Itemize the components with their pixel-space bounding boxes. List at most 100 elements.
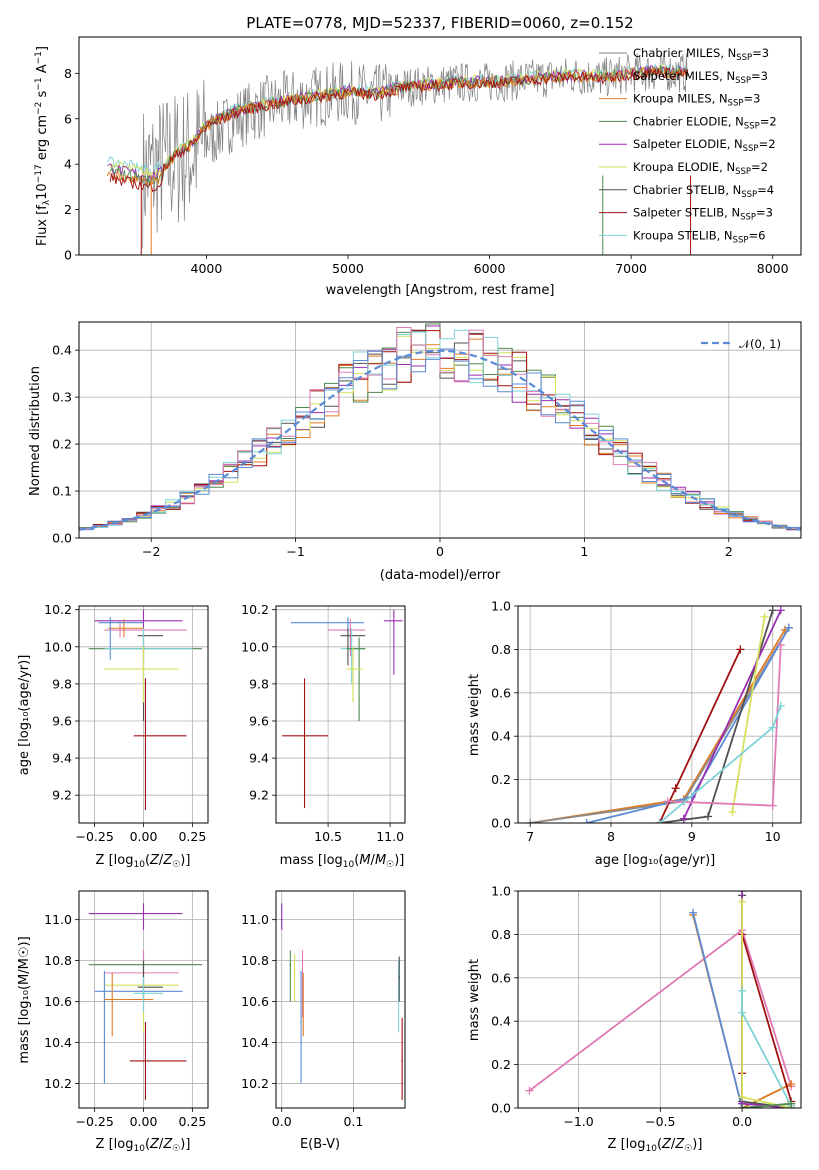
mass-vs-Z-panel: −0.25 0.00 0.25 10.2 10.4 10.6 10.8 11.0 bbox=[44, 890, 209, 1129]
spectrum-model-line bbox=[109, 66, 689, 193]
data-point bbox=[352, 668, 354, 670]
plot-area bbox=[79, 323, 801, 531]
x-tick-label: 1 bbox=[580, 544, 588, 559]
plot-area bbox=[526, 606, 793, 823]
wage-ylabel: mass weight bbox=[467, 674, 482, 756]
data-point bbox=[393, 620, 395, 622]
legend-entry: Chabrier STELIB, NSSP=4 bbox=[633, 183, 774, 200]
data-point bbox=[347, 634, 349, 637]
y-tick-label: 9.6 bbox=[249, 713, 269, 728]
y-tick-label: 4 bbox=[64, 157, 72, 172]
plot-area bbox=[280, 903, 403, 1100]
y-tick-label: 0.4 bbox=[491, 729, 511, 744]
x-tick-label: 0.00 bbox=[130, 1114, 158, 1129]
massZ-ylabel: mass [log₁₀(M/M☉)] bbox=[17, 936, 32, 1063]
x-tick-label: 0.00 bbox=[130, 829, 158, 844]
y-tick-label: 10.2 bbox=[44, 602, 72, 617]
legend-entry: Kroupa STELIB, NSSP=6 bbox=[633, 228, 765, 245]
y-tick-label: 9.4 bbox=[249, 751, 269, 766]
histogram-step bbox=[79, 348, 801, 531]
spectrum-title: PLATE=0778, MJD=52337, FIBERID=0060, z=0… bbox=[246, 14, 633, 32]
y-tick-label: 0.6 bbox=[491, 970, 511, 985]
y-tick-label: 11.0 bbox=[44, 912, 72, 927]
data-point bbox=[358, 647, 360, 650]
age-vs-mass-panel: 10.5 11.0 9.2 9.4 9.6 9.8 10.0 10.2 bbox=[241, 602, 406, 844]
data-point bbox=[303, 735, 306, 737]
x-tick-label: 8 bbox=[607, 829, 615, 844]
plot-area bbox=[282, 609, 403, 809]
plot-area bbox=[525, 891, 796, 1108]
x-tick-label: 7 bbox=[526, 829, 534, 844]
wage-xlabel: age [log₁₀(age/yr)] bbox=[595, 853, 716, 868]
normal-curve bbox=[79, 349, 801, 531]
x-tick-label: 2 bbox=[725, 544, 733, 559]
x-tick-label: −0.25 bbox=[75, 1114, 113, 1129]
y-tick-label: 10.0 bbox=[44, 639, 72, 654]
spectrum-model-line bbox=[106, 66, 688, 186]
legend-entry: Chabrier ELODIE, NSSP=2 bbox=[633, 114, 777, 131]
y-tick-label: 11.0 bbox=[241, 912, 269, 927]
legend-entry: Chabrier MILES, NSSP=3 bbox=[633, 46, 769, 63]
spectrum-data-line bbox=[142, 51, 688, 249]
data-point bbox=[142, 620, 145, 622]
y-tick-label: 10.2 bbox=[241, 602, 269, 617]
data-point bbox=[349, 629, 352, 631]
massZ-xlabel: Z [log10(Z/Z☉)] bbox=[96, 1137, 191, 1154]
y-tick-label: 6 bbox=[64, 111, 72, 126]
y-tick-label: 10.4 bbox=[241, 1035, 269, 1050]
data-point bbox=[123, 627, 125, 630]
plot-area bbox=[88, 609, 203, 811]
data-point bbox=[144, 1060, 147, 1062]
data-point bbox=[144, 735, 147, 737]
histogram-step bbox=[79, 327, 801, 529]
axes-frame bbox=[275, 890, 406, 1109]
y-tick-label: 0.0 bbox=[491, 1101, 511, 1116]
axes-frame bbox=[78, 36, 802, 256]
spectrum-xlabel: wavelength [Angstrom, rest frame] bbox=[326, 283, 555, 298]
y-tick-label: 8 bbox=[64, 66, 72, 81]
x-tick-label: 4000 bbox=[191, 261, 223, 276]
y-tick-label: 2 bbox=[64, 202, 72, 217]
legend-entry: Kroupa ELODIE, NSSP=2 bbox=[633, 160, 768, 177]
data-point bbox=[142, 912, 145, 915]
y-tick-label: 0.8 bbox=[491, 642, 511, 657]
y-tick-label: 9.2 bbox=[249, 788, 269, 803]
y-tick-label: 9.4 bbox=[52, 751, 72, 766]
axes-frame bbox=[78, 890, 209, 1109]
legend-entry: Salpeter STELIB, NSSP=3 bbox=[633, 206, 773, 223]
y-tick-label: 10.8 bbox=[44, 953, 72, 968]
y-tick-label: 0.4 bbox=[52, 343, 72, 358]
wZ-xlabel: Z [log10(Z/Z☉)] bbox=[608, 1137, 703, 1154]
data-point bbox=[142, 992, 145, 995]
x-tick-label: 6000 bbox=[474, 261, 506, 276]
y-tick-label: 10.6 bbox=[44, 994, 72, 1009]
x-tick-label: −2 bbox=[142, 544, 160, 559]
series-line bbox=[731, 616, 766, 813]
y-tick-label: 0.6 bbox=[491, 685, 511, 700]
axes-frame bbox=[517, 605, 802, 824]
data-point bbox=[280, 918, 283, 921]
agemass-xlabel: mass [log10(M/M☉)] bbox=[280, 853, 405, 870]
axes-frame bbox=[78, 321, 802, 539]
plot-area bbox=[88, 903, 203, 1100]
series-line bbox=[742, 1102, 792, 1108]
x-tick-label: 0 bbox=[436, 544, 444, 559]
legend-entry: Kroupa MILES, NSSP=3 bbox=[633, 92, 760, 109]
y-tick-label: 1.0 bbox=[491, 884, 511, 899]
x-tick-label: 7000 bbox=[615, 261, 647, 276]
spectrum-ylabel: Flux [fλ10−17 erg cm−2 s−1 A−1] bbox=[34, 46, 52, 246]
data-point bbox=[347, 621, 349, 624]
x-tick-label: 9 bbox=[688, 829, 696, 844]
y-tick-label: 10.4 bbox=[44, 1035, 72, 1050]
x-tick-label: 10.5 bbox=[314, 829, 342, 844]
x-tick-label: 0.25 bbox=[178, 1114, 206, 1129]
x-tick-label: −1.0 bbox=[563, 1114, 593, 1129]
x-tick-label: −0.25 bbox=[75, 829, 113, 844]
y-tick-label: 10.0 bbox=[241, 639, 269, 654]
ageZ-ylabel: age [log₁₀(age/yr)] bbox=[17, 655, 32, 776]
residuals-xlabel: (data-model)/error bbox=[380, 568, 501, 583]
age-vs-Z-panel: −0.25 0.00 0.25 9.2 9.4 9.6 9.8 10.0 10.2 bbox=[44, 602, 209, 844]
residuals-panel: −2 −1 0 1 2 0.0 0.1 0.2 0.3 0.4 𝒩(0, 1) bbox=[52, 321, 802, 559]
y-tick-label: 10.8 bbox=[241, 953, 269, 968]
